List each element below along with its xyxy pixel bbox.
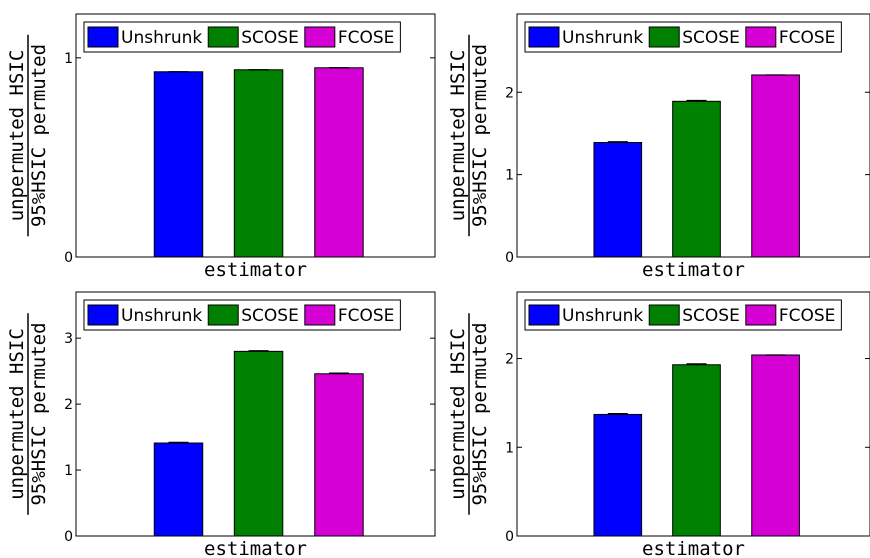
bar-unshrunk	[153, 442, 204, 537]
y-tick-label: 0	[505, 529, 514, 545]
chart-panel-2: 0 1 2 Unshrunk SCOSE FCOSE estimator unpermuted…	[447, 13, 870, 281]
legend-label-unshrunk: Unshrunk	[121, 306, 202, 326]
y-axis-label-denominator: 95%HSIC permuted	[28, 44, 50, 227]
y-axis-label-denominator: 95%HSIC permuted	[28, 322, 50, 505]
legend-label-scose: SCOSE	[682, 28, 740, 48]
y-axis-label: unpermuted HSIC 95%HSIC permuted	[6, 313, 50, 515]
bar-scose	[233, 350, 284, 537]
y-axis-label: unpermuted HSIC 95%HSIC permuted	[447, 313, 491, 515]
x-axis-label: estimator	[204, 538, 307, 558]
y-axis-label-numerator: unpermuted HSIC	[6, 328, 28, 500]
legend-swatch-fcose	[304, 26, 336, 48]
chart-panel-1: 0 1 Unshrunk SCOSE FCOSE estimator unpermuted …	[6, 13, 436, 281]
legend-label-unshrunk: Unshrunk	[562, 28, 643, 48]
legend-label-fcose: FCOSE	[338, 28, 395, 48]
y-axis-label-numerator: unpermuted HSIC	[447, 328, 469, 500]
legend-label-fcose: FCOSE	[779, 28, 836, 48]
y-tick-label: 0	[64, 250, 73, 266]
y-tick-label: 1	[64, 463, 73, 479]
bar-fcose	[751, 74, 800, 258]
y-axis-label-numerator: unpermuted HSIC	[447, 50, 469, 222]
chart-panel-3: 0 1 2 3 Unshrunk SCOSE FCOSE estimator unpermute…	[6, 291, 436, 558]
y-tick-label: 0	[505, 250, 514, 266]
legend-swatch-unshrunk	[87, 304, 119, 326]
legend-swatch-unshrunk	[528, 26, 560, 48]
bar-fcose	[314, 67, 364, 258]
legend-label-unshrunk: Unshrunk	[562, 306, 643, 326]
bar-scose	[672, 364, 721, 537]
legend-swatch-fcose	[745, 304, 777, 326]
x-axis-label: estimator	[642, 259, 745, 281]
bar-unshrunk	[153, 71, 204, 258]
y-tick-label: 2	[505, 85, 514, 101]
y-axis-label-denominator: 95%HSIC permuted	[469, 44, 491, 227]
legend-box	[83, 21, 401, 53]
legend-swatch-scose	[207, 304, 239, 326]
legend-swatch-scose	[648, 26, 680, 48]
y-axis-label-denominator: 95%HSIC permuted	[469, 322, 491, 505]
y-tick-label: 2	[64, 397, 73, 413]
legend-label-fcose: FCOSE	[338, 306, 395, 326]
y-tick-label: 0	[64, 529, 73, 545]
y-tick-label: 1	[64, 51, 73, 67]
y-tick-label: 1	[505, 168, 514, 184]
chart-panel-4: 0 1 2 Unshrunk SCOSE FCOSE estimator unpermuted…	[447, 291, 870, 558]
y-axis-label: unpermuted HSIC 95%HSIC permuted	[6, 34, 50, 237]
y-tick-label: 3	[64, 331, 73, 347]
legend-swatch-fcose	[745, 26, 777, 48]
x-axis-label: estimator	[642, 538, 745, 558]
bar-scose	[672, 100, 721, 258]
legend-swatch-unshrunk	[87, 26, 119, 48]
bar-unshrunk	[593, 142, 643, 258]
y-tick-label: 1	[505, 440, 514, 456]
legend-label-scose: SCOSE	[241, 306, 299, 326]
bar-unshrunk	[593, 413, 643, 537]
legend-box	[524, 21, 842, 53]
legend-label-fcose: FCOSE	[779, 306, 836, 326]
y-axis-label: unpermuted HSIC 95%HSIC permuted	[447, 34, 491, 237]
y-axis-label-numerator: unpermuted HSIC	[6, 50, 28, 222]
bar-fcose	[314, 373, 364, 537]
x-axis-label: estimator	[204, 259, 307, 281]
legend-box	[524, 299, 842, 331]
legend-label-unshrunk: Unshrunk	[121, 28, 202, 48]
legend-swatch-scose	[207, 26, 239, 48]
legend-swatch-unshrunk	[528, 304, 560, 326]
legend-label-scose: SCOSE	[682, 306, 740, 326]
legend-swatch-scose	[648, 304, 680, 326]
legend-box	[83, 299, 401, 331]
legend-swatch-fcose	[304, 304, 336, 326]
legend-label-scose: SCOSE	[241, 28, 299, 48]
bar-scose	[233, 69, 284, 258]
bar-fcose	[751, 354, 800, 537]
y-tick-label: 2	[505, 352, 514, 368]
